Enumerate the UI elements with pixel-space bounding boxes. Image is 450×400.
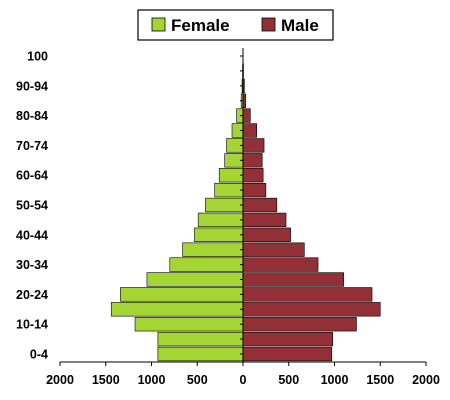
x-tick-label: 1500 — [92, 373, 120, 387]
bar-female — [182, 242, 244, 257]
bar-male — [242, 212, 287, 228]
bar-female — [218, 168, 244, 183]
bar-male — [242, 227, 291, 242]
legend-box — [137, 9, 334, 41]
bar-male — [242, 182, 267, 198]
bar-male — [242, 287, 373, 302]
bar-female — [197, 212, 244, 228]
bar-male — [242, 108, 251, 123]
ticks-layer: 0-4 10-14 20-24 30-34 40-44 50-54 60-64 70-74 80… — [16, 50, 440, 388]
bar-male — [242, 346, 333, 362]
x-tick-label: 2000 — [412, 373, 440, 387]
bar-female — [134, 317, 244, 332]
bar-female — [110, 302, 244, 317]
y-tick-label: 70-74 — [16, 139, 48, 153]
bar-female — [205, 197, 244, 213]
bar-female — [120, 287, 244, 302]
x-tick-label: 2000 — [46, 373, 74, 387]
bar-female — [157, 331, 244, 347]
legend-label-female: Female — [171, 16, 230, 35]
x-tick-label: 1000 — [321, 373, 349, 387]
y-tick-label: 10-14 — [16, 318, 48, 332]
bar-male — [242, 331, 333, 347]
bar-male — [242, 138, 265, 153]
bar-male — [242, 317, 357, 332]
x-tick-label: 500 — [278, 373, 299, 387]
y-tick-label: 40-44 — [16, 228, 48, 242]
bar-male — [242, 257, 319, 272]
legend: Female Male — [137, 9, 334, 41]
bar-female — [214, 182, 244, 198]
bar-male — [242, 123, 258, 138]
y-tick-label: 0-4 — [30, 348, 48, 362]
bar-male — [242, 153, 263, 168]
bar-male — [242, 197, 278, 213]
bar-female — [194, 227, 244, 242]
x-tick-label: 1500 — [366, 373, 394, 387]
x-tick-label: 500 — [187, 373, 208, 387]
y-tick-label: 100 — [27, 50, 48, 64]
y-tick-label: 60-64 — [16, 169, 48, 183]
x-tick-label: 0 — [240, 373, 247, 387]
y-tick-label: 30-34 — [16, 258, 48, 272]
y-tick-label: 20-24 — [16, 288, 48, 302]
bars-layer — [110, 63, 381, 362]
bar-female — [169, 257, 244, 272]
y-tick-label: 50-54 — [16, 199, 48, 213]
bar-male — [242, 302, 381, 317]
legend-swatch-female — [151, 17, 166, 32]
y-tick-label: 90-94 — [16, 79, 48, 93]
bar-male — [242, 272, 344, 287]
legend-swatch-male — [261, 17, 276, 32]
y-tick-label: 80-84 — [16, 109, 48, 123]
bar-male — [242, 242, 305, 257]
bar-male — [242, 168, 264, 183]
bar-female — [146, 272, 244, 287]
legend-label-male: Male — [281, 16, 319, 35]
bar-female — [157, 346, 244, 362]
x-tick-label: 1000 — [138, 373, 166, 387]
